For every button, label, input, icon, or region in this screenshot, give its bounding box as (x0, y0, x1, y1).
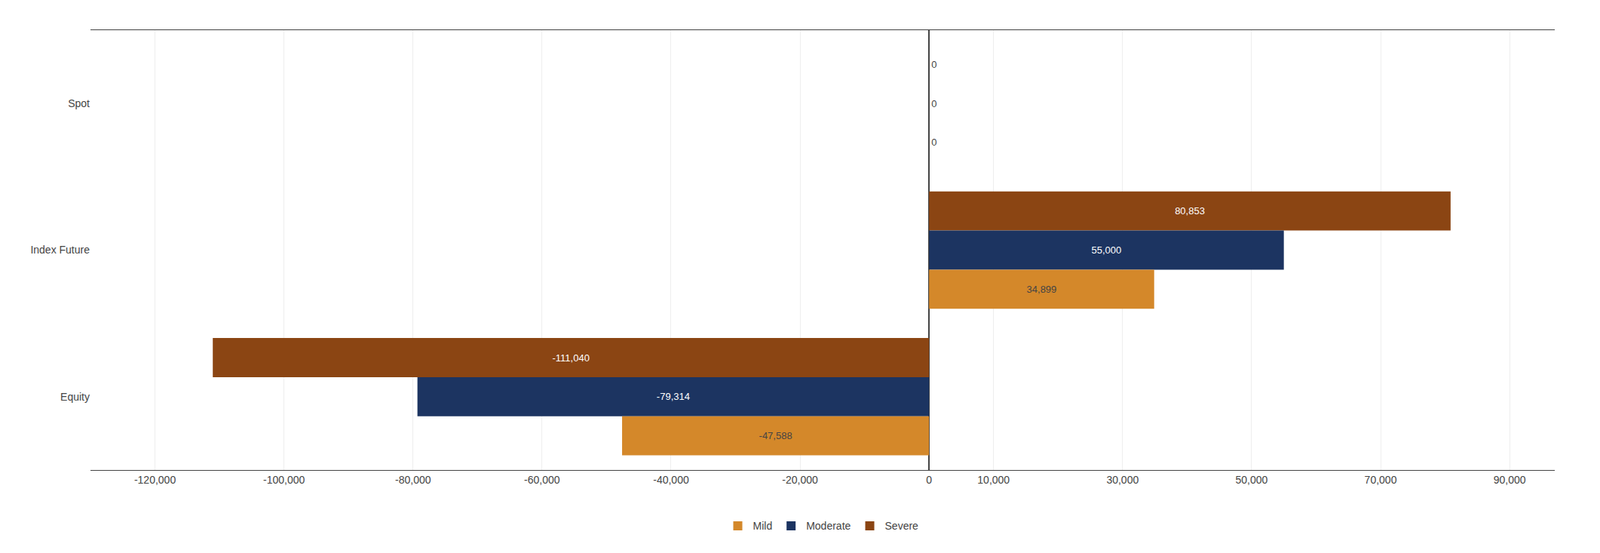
svg-text:0: 0 (931, 58, 937, 71)
svg-text:Mild: Mild (753, 519, 773, 532)
svg-text:-60,000: -60,000 (524, 473, 561, 486)
svg-text:-120,000: -120,000 (134, 473, 176, 486)
svg-text:Index Future: Index Future (30, 243, 90, 256)
svg-text:Severe: Severe (885, 519, 920, 532)
svg-text:80,853: 80,853 (1174, 205, 1205, 217)
svg-text:0: 0 (931, 136, 937, 148)
svg-text:-47,588: -47,588 (759, 429, 793, 442)
svg-text:Moderate: Moderate (806, 519, 851, 532)
svg-text:-20,000: -20,000 (781, 473, 819, 486)
svg-text:34,899: 34,899 (1026, 283, 1058, 295)
svg-text:-100,000: -100,000 (263, 473, 305, 486)
svg-text:-80,000: -80,000 (395, 473, 432, 486)
svg-text:0: 0 (931, 98, 937, 110)
svg-text:90,000: 90,000 (1493, 473, 1527, 486)
svg-text:10,000: 10,000 (977, 473, 1010, 486)
svg-text:50,000: 50,000 (1235, 473, 1268, 486)
svg-text:30,000: 30,000 (1106, 473, 1139, 486)
svg-text:0: 0 (925, 473, 932, 486)
svg-text:-111,040: -111,040 (551, 352, 589, 364)
svg-text:Spot: Spot (67, 97, 90, 110)
svg-text:55,000: 55,000 (1091, 244, 1122, 256)
svg-text:-79,314: -79,314 (656, 390, 690, 402)
svg-text:-40,000: -40,000 (652, 473, 690, 486)
svg-text:Equity: Equity (60, 390, 90, 403)
svg-text:70,000: 70,000 (1364, 473, 1398, 486)
